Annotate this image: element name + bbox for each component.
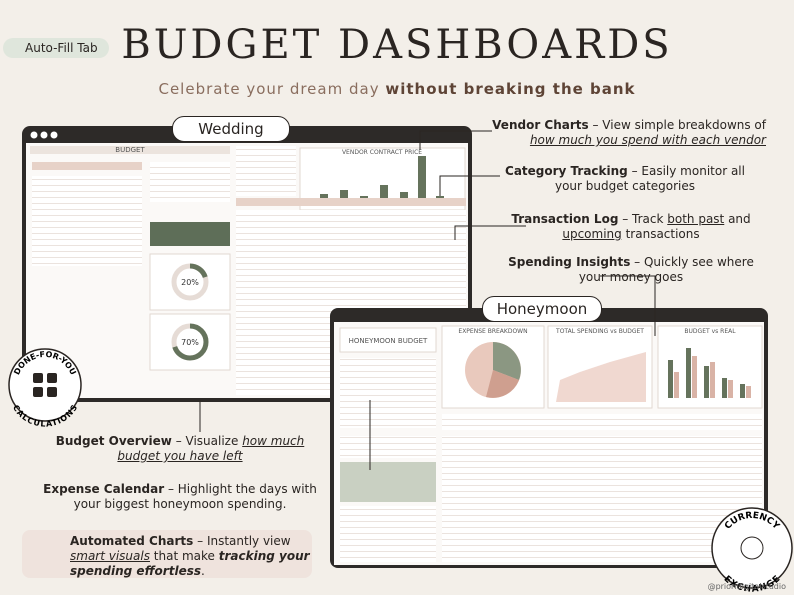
feature: Spending Insights – Quickly see where yo… (500, 255, 762, 285)
panel-titles: EXPENSE BREAKDOWN TOTAL SPENDING vs BUDGE… (458, 328, 736, 335)
seal (8, 348, 82, 422)
dot (50, 131, 58, 139)
panel-title: TOTAL SPENDING vs BUDGET (555, 328, 644, 335)
feature-text: – Easily monitor all your budget categor… (554, 164, 745, 193)
feature-text: upcoming (562, 227, 622, 241)
feature-text: – Instantly view (193, 534, 291, 548)
sheet-table (340, 358, 436, 428)
title-card (339, 327, 437, 353)
feature: Category Tracking – Easily monitor all y… (490, 164, 760, 194)
subtitle: Celebrate your dream day without breakin… (0, 80, 794, 98)
feature-text: both past (667, 212, 725, 226)
sheet-title: HONEYMOON BUDGET (349, 337, 428, 345)
feature-text: – View simple breakdowns of (588, 118, 766, 132)
pie-slice (493, 342, 521, 380)
feature-text: – Track (618, 212, 668, 226)
subtitle-plain: Celebrate your dream day (158, 80, 380, 98)
calc-icon (33, 373, 57, 397)
sheet-table (236, 146, 296, 196)
feature-text: transactions (621, 227, 700, 241)
feature-text: how much budget you have left (117, 434, 305, 463)
feature-text: Expense Calendar (43, 482, 165, 496)
feature-text: how much you spend with each vendor (529, 133, 766, 147)
connectors (199, 130, 656, 470)
badge-text: Auto-Fill Tab (25, 41, 98, 55)
feature-text: and (724, 212, 751, 226)
donuts: 20% 70% (171, 263, 209, 361)
sheet-table (32, 176, 142, 266)
feature-text: smart visuals (70, 549, 150, 563)
sheet-table (340, 436, 436, 458)
feature-text: that make (149, 549, 219, 563)
chart-title: VENDOR CONTRACT PRICE (342, 149, 422, 156)
feature-text: . (201, 564, 205, 578)
feature-text: tracking your spending effortless (70, 549, 310, 578)
seal (711, 507, 793, 589)
subtitle-bold: without breaking the bank (385, 80, 636, 98)
donut-arc (171, 263, 209, 301)
credit: @prioridigitalstudio (707, 582, 786, 591)
sheet-cell (32, 162, 142, 170)
feature-text: Category Tracking (505, 164, 628, 178)
feature: Transaction Log – Track both past and up… (500, 212, 762, 242)
dot (30, 131, 38, 139)
coin-icon (740, 536, 764, 560)
donut-card (149, 313, 231, 371)
feature-text: – Visualize (171, 434, 243, 448)
feature-text: – Highlight the days with your biggest h… (73, 482, 317, 511)
sheet-header (236, 198, 466, 206)
feature: Automated Charts – Instantly view smart … (70, 534, 310, 579)
sheet-table (340, 506, 436, 562)
title: BUDGET DASHBOARDS (121, 22, 673, 68)
feature-text: Budget Overview (55, 434, 172, 448)
donut-label: 20% (181, 278, 199, 287)
sheet-block (150, 222, 230, 246)
donut-arc (171, 323, 209, 361)
donut-card (149, 253, 231, 311)
feature: Vendor Charts – View simple breakdowns o… (470, 118, 766, 148)
pie-slice (486, 370, 519, 398)
dot (40, 131, 48, 139)
sheet-header (30, 146, 230, 154)
feature-text: Vendor Charts (492, 118, 589, 132)
tab: Honeymoon (482, 296, 602, 322)
bars (668, 348, 751, 398)
transactions (442, 436, 762, 562)
feature: Expense Calendar – Highlight the days wi… (40, 482, 320, 512)
panel-title: BUDGET vs REAL (684, 328, 736, 335)
feature-text: Automated Charts (70, 534, 194, 548)
feature-text: Spending Insights (508, 255, 631, 269)
feature-text: – Quickly see where your money goes (578, 255, 754, 284)
sheet-title: BUDGET (115, 146, 145, 154)
badge: Auto-Fill Tab (3, 38, 109, 58)
sheet-table (150, 162, 230, 202)
automated-box (22, 530, 312, 578)
area (556, 352, 646, 402)
feature-text: Transaction Log (511, 212, 619, 226)
tab: Wedding (172, 116, 290, 142)
summary (442, 414, 762, 430)
panel-title: EXPENSE BREAKDOWN (458, 328, 527, 335)
calendar (340, 462, 436, 502)
feature: Budget Overview – Visualize how much bud… (40, 434, 320, 464)
donut-label: 70% (181, 338, 199, 347)
